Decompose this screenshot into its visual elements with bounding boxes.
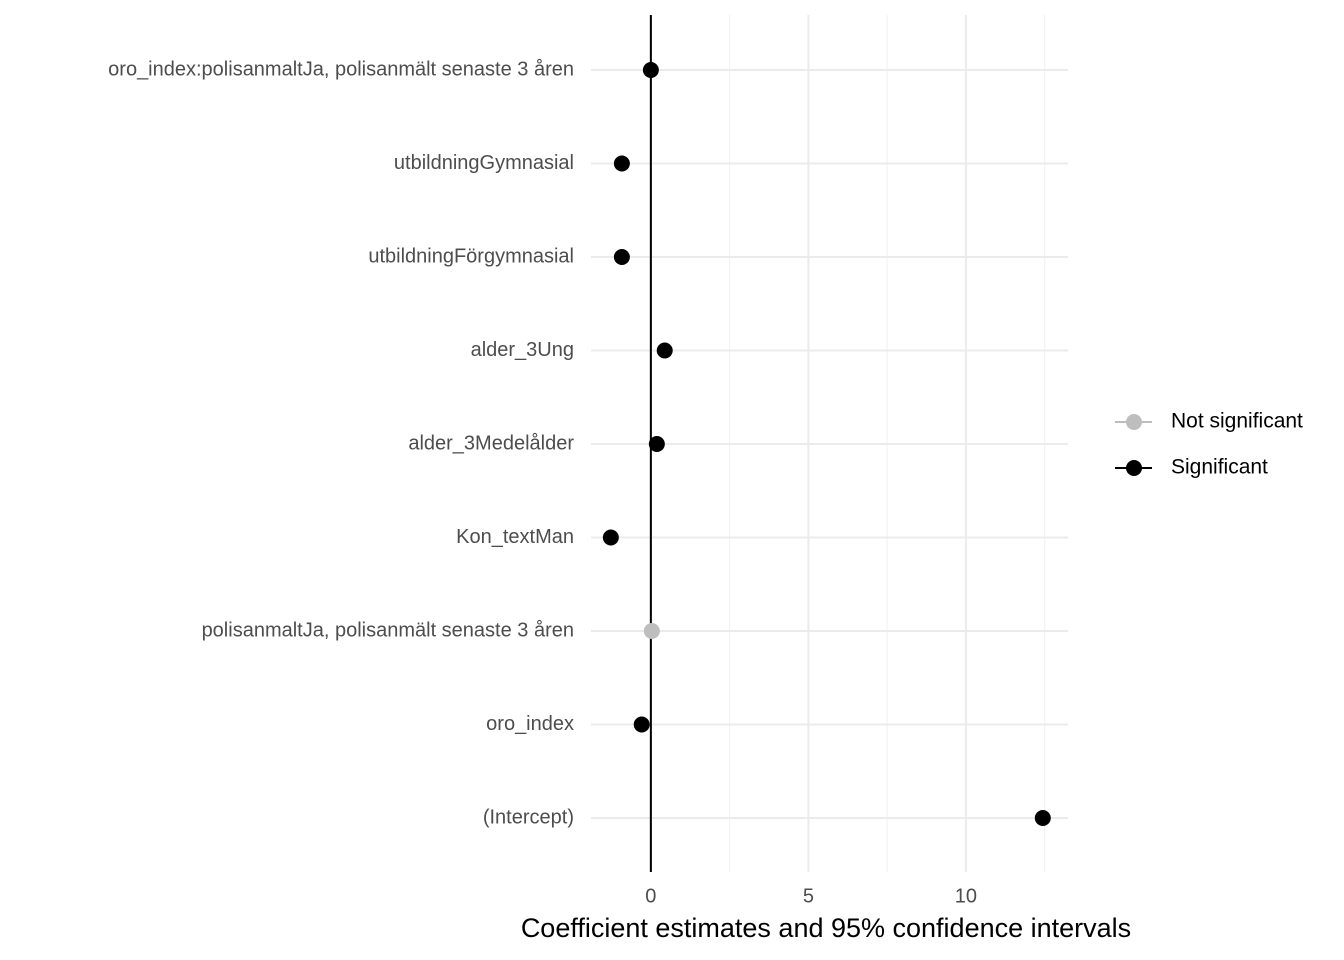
point [648, 436, 665, 452]
y-tick-label: utbildningFörgymnasial [368, 245, 574, 267]
x-tick-label: 0 [645, 885, 656, 907]
point [602, 529, 619, 546]
legend-label: Significant [1171, 456, 1268, 479]
y-tick-label: oro_index:polisanmaltJa, polisanmält sen… [108, 58, 574, 80]
point [643, 623, 660, 639]
x-tick-label: 5 [803, 885, 814, 907]
y-tick-label: alder_3Medelålder [408, 432, 574, 454]
y-tick-label: alder_3Ung [471, 339, 574, 361]
point [1034, 810, 1051, 826]
x-axis-title: Coefficient estimates and 95% confidence… [521, 913, 1131, 943]
legend-label: Not significant [1171, 410, 1303, 433]
point [633, 716, 650, 733]
point [613, 155, 630, 172]
x-tick-label: 10 [955, 885, 977, 907]
legend-key-point [1126, 414, 1142, 430]
point [656, 342, 673, 359]
y-tick-label: oro_index [486, 713, 574, 735]
legend-key-point [1126, 460, 1142, 476]
y-tick-label: polisanmaltJa, polisanmält senaste 3 åre… [202, 619, 574, 641]
y-tick-label: (Intercept) [483, 806, 574, 828]
point [642, 62, 659, 78]
point [613, 249, 630, 265]
y-tick-label: utbildningGymnasial [394, 152, 574, 174]
y-tick-label: Kon_textMan [456, 526, 574, 548]
